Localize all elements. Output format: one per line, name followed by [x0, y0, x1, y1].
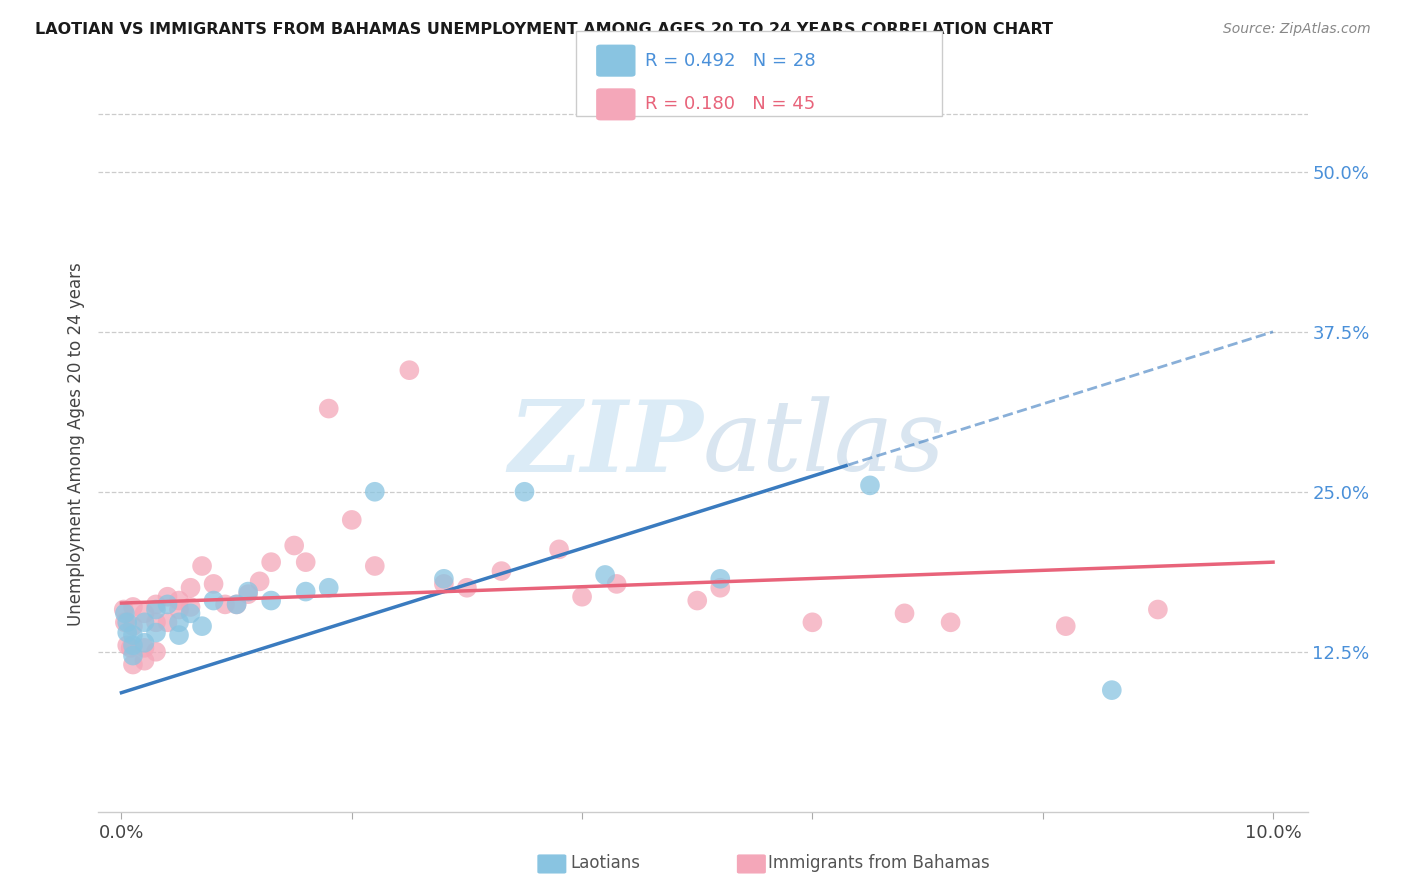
Point	[859, 478, 882, 492]
Point	[1101, 683, 1123, 698]
Point	[1147, 602, 1170, 616]
Point	[145, 602, 167, 616]
Text: Immigrants from Bahamas: Immigrants from Bahamas	[768, 855, 990, 872]
Point	[191, 619, 214, 633]
Point	[202, 577, 225, 591]
Point	[156, 598, 179, 612]
Point	[433, 577, 456, 591]
Point	[456, 581, 478, 595]
Point	[134, 615, 156, 630]
Point	[114, 607, 136, 621]
Point	[593, 568, 616, 582]
Point	[167, 593, 190, 607]
Point	[122, 619, 145, 633]
Point	[364, 484, 387, 499]
Point	[939, 615, 962, 630]
Y-axis label: Unemployment Among Ages 20 to 24 years: Unemployment Among Ages 20 to 24 years	[66, 262, 84, 625]
Text: atlas: atlas	[703, 396, 946, 491]
Point	[364, 559, 387, 574]
Point	[145, 598, 167, 612]
Point	[122, 657, 145, 672]
Text: ZIP: ZIP	[508, 395, 703, 492]
Point	[318, 581, 340, 595]
Point	[122, 599, 145, 614]
Point	[145, 615, 167, 630]
Point	[180, 607, 202, 621]
Point	[134, 640, 156, 655]
Point	[202, 593, 225, 607]
Text: Laotians: Laotians	[569, 855, 640, 872]
Point	[145, 625, 167, 640]
Point	[571, 590, 593, 604]
Point	[513, 484, 536, 499]
Point	[156, 615, 179, 630]
Point	[122, 628, 145, 642]
Point	[283, 539, 305, 553]
Point	[893, 607, 915, 621]
Point	[260, 555, 283, 569]
Text: LAOTIAN VS IMMIGRANTS FROM BAHAMAS UNEMPLOYMENT AMONG AGES 20 TO 24 YEARS CORREL: LAOTIAN VS IMMIGRANTS FROM BAHAMAS UNEMP…	[35, 22, 1053, 37]
Point	[112, 602, 135, 616]
Point	[134, 654, 156, 668]
Point	[318, 401, 340, 416]
Point	[122, 638, 145, 652]
Point	[114, 615, 136, 630]
Point	[180, 599, 202, 614]
Point	[134, 636, 156, 650]
Point	[236, 587, 259, 601]
Point	[249, 574, 271, 589]
Point	[167, 615, 190, 630]
Point	[115, 615, 138, 630]
Point	[398, 363, 420, 377]
Point	[491, 564, 513, 578]
Point	[167, 628, 190, 642]
Point	[260, 593, 283, 607]
Point	[115, 638, 138, 652]
Point	[606, 577, 628, 591]
Point	[180, 581, 202, 595]
Point	[1054, 619, 1077, 633]
Point	[225, 598, 247, 612]
Point	[115, 625, 138, 640]
Point	[134, 607, 156, 621]
Point	[801, 615, 824, 630]
Point	[294, 584, 316, 599]
Point	[433, 572, 456, 586]
Point	[340, 513, 363, 527]
FancyBboxPatch shape	[537, 855, 567, 873]
Point	[686, 593, 709, 607]
Point	[214, 598, 236, 612]
Point	[294, 555, 316, 569]
Point	[548, 542, 571, 557]
Point	[225, 598, 247, 612]
Text: R = 0.492   N = 28: R = 0.492 N = 28	[645, 52, 815, 70]
Point	[122, 648, 145, 663]
Point	[120, 640, 142, 655]
Point	[709, 572, 731, 586]
Point	[236, 584, 259, 599]
Text: R = 0.180   N = 45: R = 0.180 N = 45	[645, 95, 815, 113]
Point	[145, 645, 167, 659]
Text: Source: ZipAtlas.com: Source: ZipAtlas.com	[1223, 22, 1371, 37]
Point	[709, 581, 731, 595]
Point	[156, 590, 179, 604]
FancyBboxPatch shape	[737, 855, 766, 873]
Point	[191, 559, 214, 574]
Point	[167, 602, 190, 616]
